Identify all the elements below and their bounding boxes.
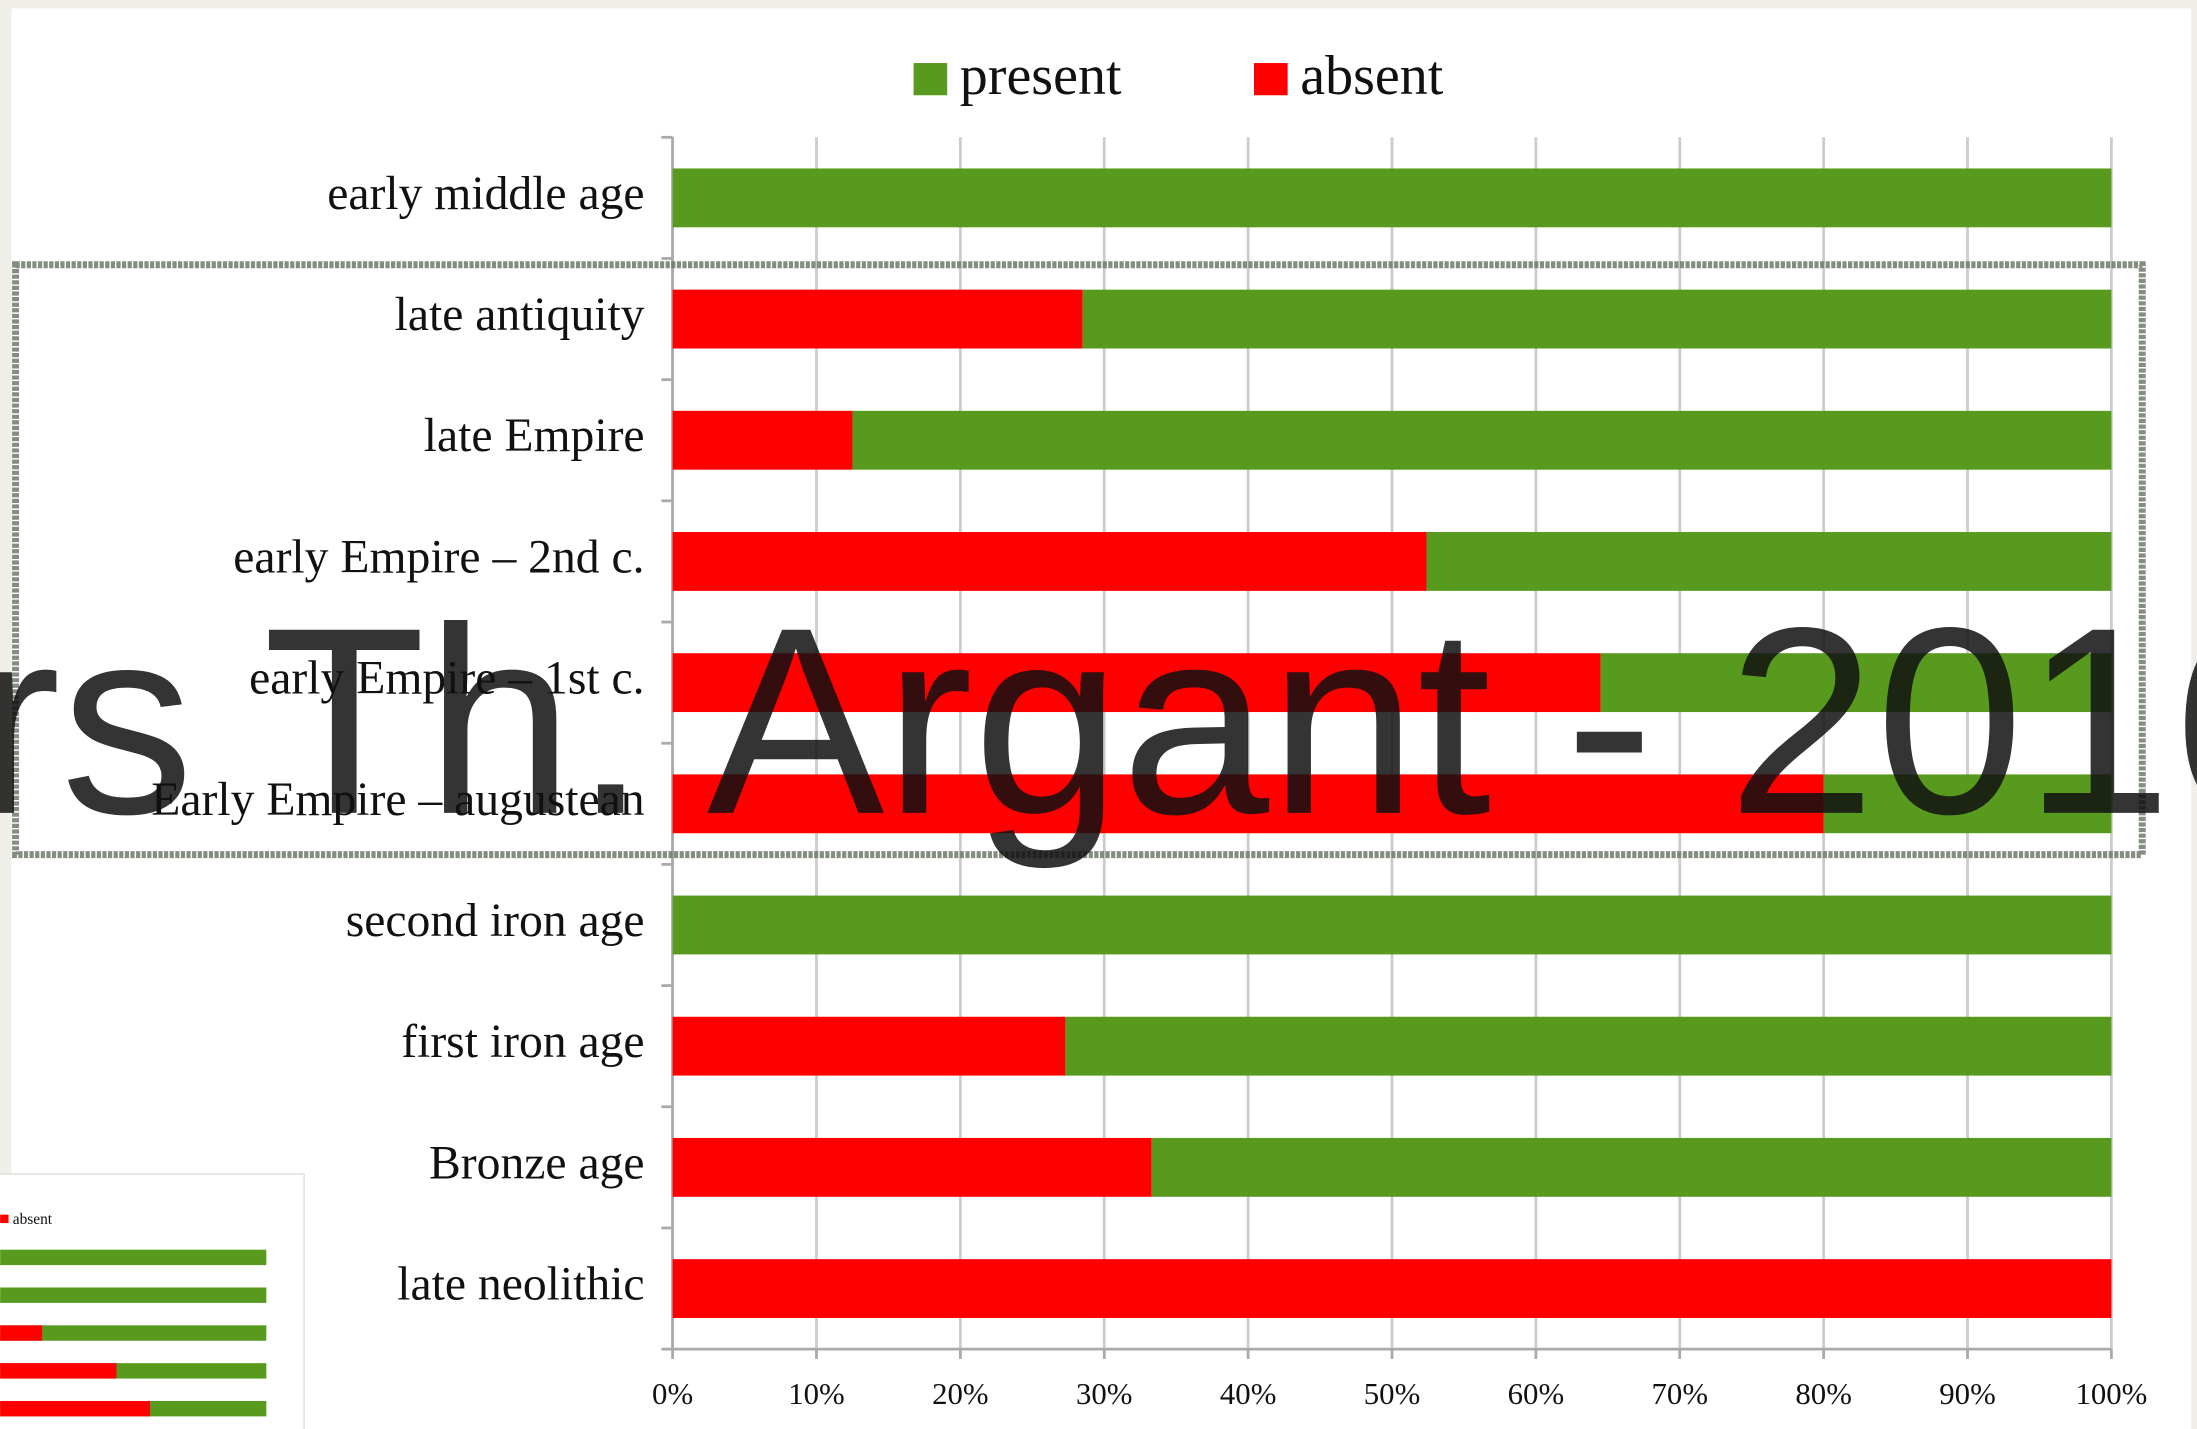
y-tick-label: early Empire – 1st c. xyxy=(249,653,644,705)
inset-bar xyxy=(0,1325,43,1341)
bar-segment xyxy=(672,895,2112,955)
x-tick-label: 80% xyxy=(1795,1377,1851,1411)
x-tick-label: 50% xyxy=(1364,1377,1420,1411)
bar-segment xyxy=(672,1137,1152,1197)
bar-segment xyxy=(672,774,1824,834)
x-tick-label: 30% xyxy=(1076,1377,1132,1411)
inset-legend-swatch xyxy=(0,1214,9,1224)
inset-bar xyxy=(0,1249,267,1266)
bar-segment xyxy=(672,410,853,470)
x-tick-label: 20% xyxy=(932,1377,988,1411)
bar-segment xyxy=(1600,653,2112,713)
x-tick-label: 90% xyxy=(1939,1377,1995,1411)
legend-label: absent xyxy=(1300,45,1444,107)
x-tick-label: 60% xyxy=(1508,1377,1564,1411)
legend-swatch xyxy=(913,63,948,96)
x-tick-label: 10% xyxy=(788,1377,844,1411)
legend-label: present xyxy=(960,45,1122,107)
y-tick-label: second iron age xyxy=(346,895,645,947)
y-tick-label: early middle age xyxy=(327,168,644,220)
y-tick-label: late Empire xyxy=(424,410,645,462)
bar-segment xyxy=(672,1016,1066,1076)
y-tick-label: Early Empire – augustean xyxy=(151,774,644,826)
x-tick-label: 0% xyxy=(652,1377,693,1411)
bar-segment xyxy=(1082,289,2112,349)
bar-segment xyxy=(672,532,1427,591)
y-tick-label: late antiquity xyxy=(395,289,645,341)
inset-bar xyxy=(0,1400,151,1417)
y-tick-label: first iron age xyxy=(401,1016,644,1068)
x-tick-label: 70% xyxy=(1652,1377,1708,1411)
bar-segment xyxy=(1823,774,2112,834)
inset-thumbnail: absent xyxy=(0,1173,305,1429)
y-tick-label: Bronze age xyxy=(429,1137,645,1189)
legend-swatch xyxy=(1254,63,1288,96)
watermark: rs Th. Argant - 2016 xyxy=(0,573,2197,871)
bar-segment xyxy=(852,410,2112,470)
x-tick-label: 100% xyxy=(2075,1377,2147,1411)
bar-segment xyxy=(1426,532,2112,591)
inset-bar xyxy=(0,1287,267,1303)
inset-bar xyxy=(0,1325,267,1341)
bar-segment xyxy=(1151,1137,2112,1197)
inset-bar xyxy=(0,1363,117,1379)
inset-legend-label: absent xyxy=(13,1211,53,1228)
y-tick-label: late neolithic xyxy=(397,1258,644,1310)
bar-segment xyxy=(1065,1016,2112,1076)
bar-segment xyxy=(672,653,1601,713)
y-tick-label: early Empire – 2nd c. xyxy=(233,531,644,583)
bar-segment xyxy=(672,168,2112,228)
bar-segment xyxy=(672,1259,2112,1318)
highlight-box xyxy=(12,261,2146,859)
bar-segment xyxy=(672,289,1083,349)
x-tick-label: 40% xyxy=(1220,1377,1276,1411)
